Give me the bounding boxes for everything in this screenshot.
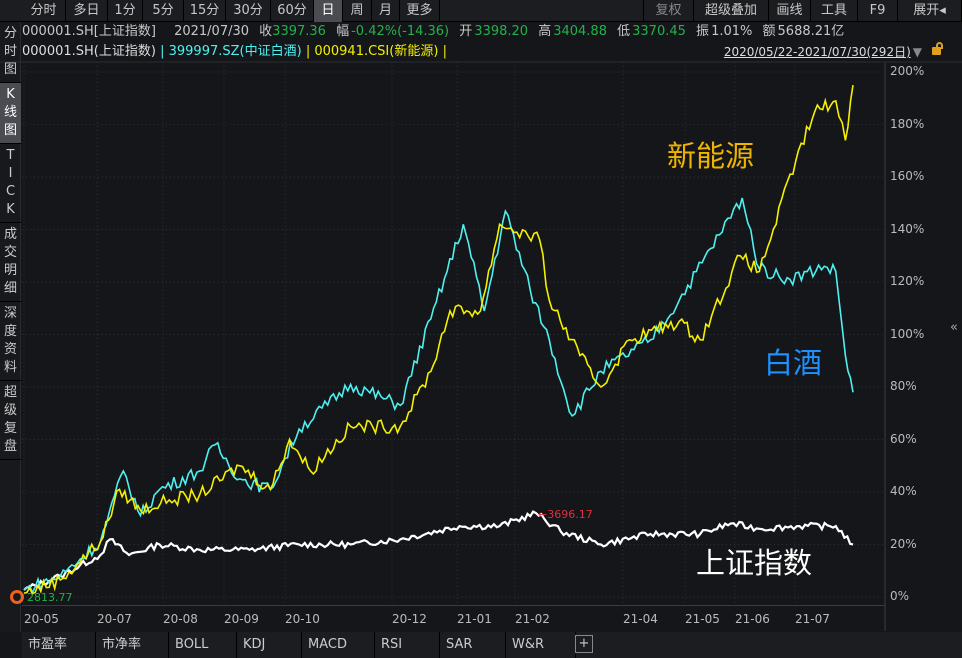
close-label: 收 <box>259 24 273 39</box>
date-range-text[interactable]: 2020/05/22-2021/07/30(292日) <box>723 45 911 59</box>
amount-value: 5688.21亿 <box>777 24 845 39</box>
sidebar-tab[interactable]: 成交明细 <box>0 223 21 302</box>
y-tick-label: 40% <box>890 484 917 498</box>
high-marker: ←3696.17 <box>538 508 593 521</box>
legend-separator: | <box>442 44 447 59</box>
change-label: 幅 <box>336 24 350 39</box>
sidebar-tab[interactable]: 分时图 <box>0 22 21 83</box>
amount-label: 额 <box>762 24 776 39</box>
toolbar-button[interactable]: 工具 <box>811 0 858 22</box>
quote-date: 2021/07/30 <box>174 24 250 39</box>
indicator-tab[interactable]: 市净率 <box>96 632 169 658</box>
high-label: 高 <box>538 24 552 39</box>
label-shangzheng: 上证指数 <box>696 546 813 580</box>
period-tab[interactable]: 更多 <box>400 0 440 22</box>
y-tick-label: 160% <box>890 169 925 183</box>
toolbar-button[interactable]: 展开◂ <box>898 0 962 22</box>
x-tick-label: 21-05 <box>685 612 720 626</box>
indicator-tab[interactable]: KDJ <box>237 632 302 658</box>
x-tick-label: 20-12 <box>392 612 427 626</box>
low-value: 3370.45 <box>632 24 686 39</box>
x-tick-label: 20-05 <box>24 612 59 626</box>
indicator-tab[interactable]: RSI <box>375 632 440 658</box>
x-tick-label: 21-07 <box>795 612 830 626</box>
period-tab[interactable]: 月 <box>372 0 400 22</box>
y-tick-label: 20% <box>890 536 917 551</box>
x-tick-label: 20-08 <box>163 612 198 626</box>
toolbar-button[interactable]: F9 <box>858 0 898 22</box>
low-marker: 2813.77 <box>10 590 73 604</box>
lock-shackle <box>936 42 943 49</box>
y-tick-label: 140% <box>890 221 925 236</box>
indicator-tab[interactable]: MACD <box>302 632 375 658</box>
period-tab[interactable]: 周 <box>343 0 372 22</box>
high-marker-value: 3696.17 <box>547 508 593 521</box>
indicator-tab[interactable]: 市盈率 <box>22 632 96 658</box>
add-indicator-button[interactable]: + <box>575 635 593 653</box>
x-tick-label: 21-01 <box>457 612 492 626</box>
quote-info: 000001.SH[上证指数] 2021/07/30 收3397.36 幅 -0.… <box>22 22 850 42</box>
dropdown-triangle-icon[interactable]: ▼ <box>912 45 922 59</box>
period-tab[interactable]: 1分 <box>108 0 143 22</box>
high-value: 3404.88 <box>553 24 607 39</box>
indicator-tab[interactable]: BOLL <box>169 632 237 658</box>
change-value: -0.42%(-14.36) <box>351 24 450 39</box>
y-tick-label: 200% <box>890 64 925 78</box>
open-label: 开 <box>459 24 473 39</box>
label-baijiu: 白酒 <box>764 346 823 380</box>
y-tick-label: 120% <box>890 274 925 288</box>
period-tab[interactable]: 15分 <box>184 0 226 22</box>
period-toolbar: 分时 多日 1分 5分 15分 30分 60分日周月更多 复权 超级叠加 画线 工具 F9 展开◂ <box>0 0 962 22</box>
y-tick-label: 100% <box>890 326 925 341</box>
x-axis: 20-05 20-07 20-08 20-09 20-10 20-12 21-01 21-02… <box>22 605 885 631</box>
date-range[interactable]: 2020/05/22-2021/07/30(292日) ▼ <box>724 43 922 60</box>
legend-separator: | <box>160 44 165 59</box>
series-legend: 000001.SH(上证指数) | 399997.SZ(中证白酒) | 0009… <box>22 42 447 62</box>
legend-baijiu[interactable]: 399997.SZ(中证白酒) <box>168 44 302 59</box>
period-tab[interactable]: 30分 <box>226 0 271 22</box>
x-tick-label: 21-04 <box>623 612 658 626</box>
close-value: 3397.36 <box>272 24 326 39</box>
legend-xinnengyuan[interactable]: 000941.CSI(新能源) <box>314 44 439 59</box>
sidebar-tab[interactable]: 超级复盘 <box>0 381 21 460</box>
lock-icon[interactable] <box>932 47 941 55</box>
period-tab[interactable]: 日 <box>314 0 343 22</box>
amp-label: 振 <box>696 24 710 39</box>
toolbar-button[interactable]: 复权 <box>643 0 694 22</box>
period-tab[interactable]: 60分 <box>271 0 314 22</box>
y-tick-label: 60% <box>890 431 917 446</box>
y-tick-label: 0% <box>890 589 910 603</box>
x-tick-label: 21-02 <box>515 612 550 626</box>
legend-main[interactable]: 000001.SH(上证指数) <box>22 44 156 59</box>
period-tab[interactable]: 5分 <box>143 0 184 22</box>
expand-panel-icon[interactable]: « <box>950 320 958 335</box>
y-tick-label: 80% <box>890 379 917 393</box>
toolbar-button[interactable]: 超级叠加 <box>694 0 769 22</box>
indicator-tab[interactable]: SAR <box>440 632 506 658</box>
x-tick-label: 21-06 <box>735 612 770 626</box>
legend-separator: | <box>305 44 311 59</box>
amp-value: 1.01% <box>711 24 753 39</box>
indicator-tabs: 市盈率 市净率 BOLL KDJ MACD RSI SAR W&R + <box>22 632 962 658</box>
x-tick-label: 20-10 <box>285 612 320 626</box>
low-marker-value: 2813.77 <box>27 590 73 604</box>
period-tab[interactable]: 分时 <box>22 0 66 22</box>
quote-code: 000001.SH[上证指数] <box>22 24 156 39</box>
low-label: 低 <box>617 24 631 39</box>
indicator-tab[interactable]: W&R <box>506 632 576 658</box>
sidebar-tab[interactable]: 深度资料 <box>0 302 21 381</box>
cursor-circle-icon[interactable] <box>10 590 24 604</box>
open-value: 3398.20 <box>474 24 529 39</box>
series-line-baijiu <box>23 197 854 595</box>
label-xinnengyuan: 新能源 <box>667 139 755 173</box>
period-tab[interactable]: 多日 <box>66 0 108 22</box>
toolbar-button[interactable]: 画线 <box>769 0 811 22</box>
x-tick-label: 20-07 <box>97 612 132 626</box>
x-tick-label: 20-09 <box>224 612 259 626</box>
y-tick-label: 180% <box>890 116 925 131</box>
